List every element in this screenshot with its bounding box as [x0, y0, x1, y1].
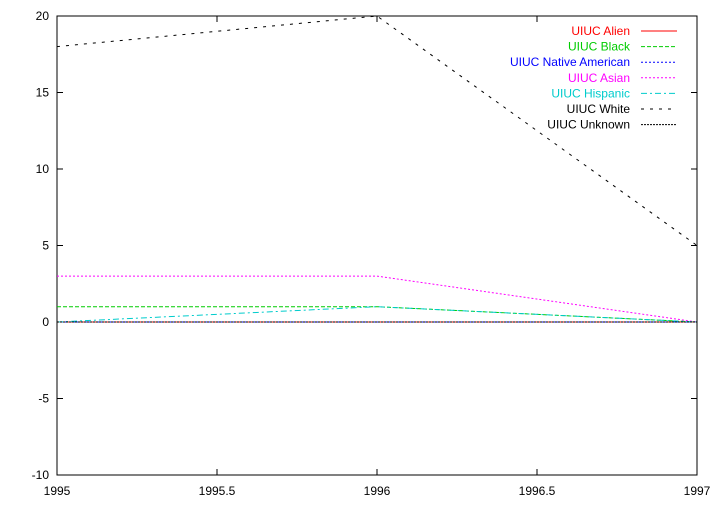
legend-label: UIUC Asian [568, 71, 630, 85]
x-tick-label: 1996.5 [519, 484, 556, 498]
legend-label: UIUC Native American [510, 55, 630, 69]
series-line-2 [57, 306, 698, 323]
legend-label: UIUC White [567, 102, 631, 116]
y-tick-label: -10 [32, 468, 50, 482]
y-tick-label: 10 [36, 162, 50, 176]
y-tick-label: 15 [36, 86, 50, 100]
series-line-4 [57, 275, 698, 323]
legend-label: UIUC Black [568, 40, 631, 54]
x-tick-label: 1996 [364, 484, 391, 498]
x-tick-label: 1997 [684, 484, 711, 498]
legend-label: UIUC Unknown [547, 118, 630, 132]
y-tick-label: -5 [38, 392, 49, 406]
plot-frame [56, 15, 698, 476]
legend-label: UIUC Hispanic [551, 86, 630, 100]
y-tick-label: 0 [42, 315, 49, 329]
series-line-5 [56, 306, 698, 323]
y-tick-label: 20 [36, 9, 50, 23]
x-tick-label: 1995.5 [199, 484, 236, 498]
x-tick-label: 1995 [44, 484, 71, 498]
legend-label: UIUC Alien [571, 24, 630, 38]
y-tick-label: 5 [42, 239, 49, 253]
